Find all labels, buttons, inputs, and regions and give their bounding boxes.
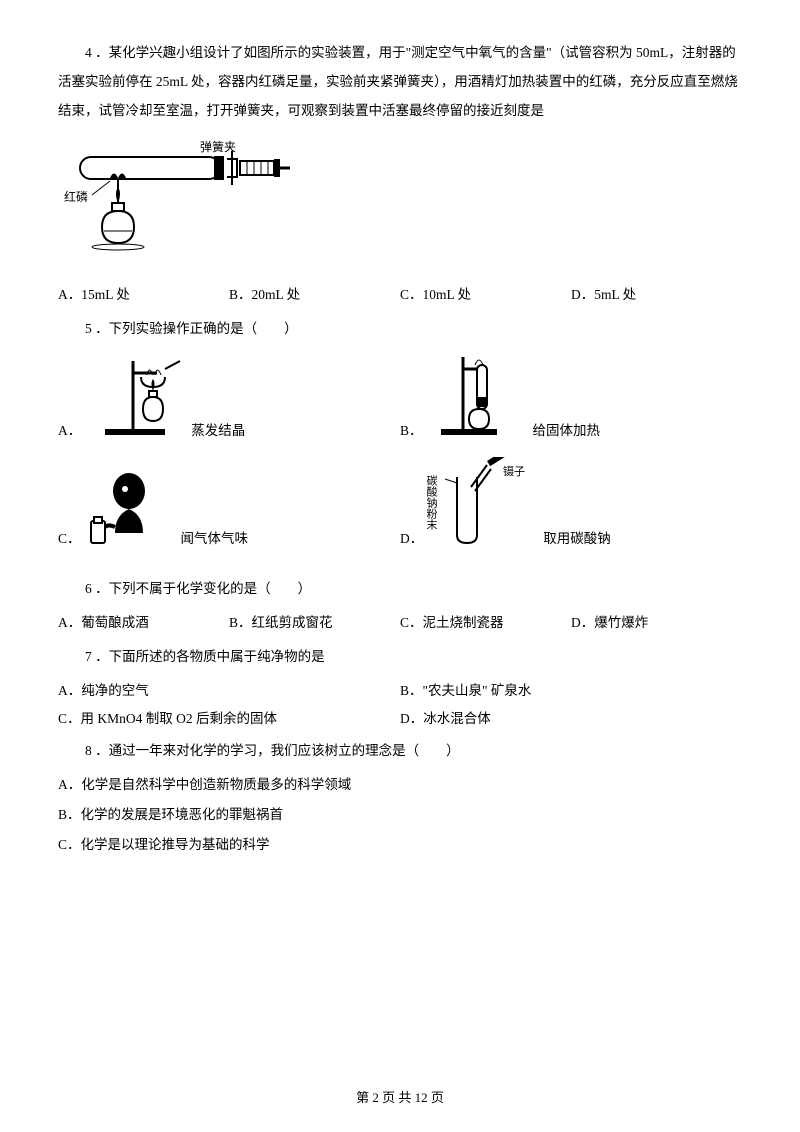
label-spring-clip: 弹簧夹 [200,139,236,154]
q6-options: A．葡萄酿成酒 B．红纸剪成窗花 C．泥土烧制瓷器 D．爆竹爆炸 [58,611,742,631]
q5-opt-a: A． 蒸发结晶 [58,351,400,439]
q5-a-label: 蒸发结晶 [191,419,245,439]
q6-text: 6 ．下列不属于化学变化的是（ ） [58,577,742,597]
q7-opt-c: C．用 KMnO4 制取 O2 后剩余的固体 [58,707,400,727]
svg-text:镊子: 镊子 [503,465,525,478]
q7-opt-a: A．纯净的空气 [58,679,400,699]
q4-opt-b: B．20mL 处 [229,283,400,303]
q5-opt-d: D． 碳酸钠粉末 镊子 取用碳酸钠 [400,457,742,547]
q5-a-letter: A． [58,419,81,439]
q7-text: 7 ．下面所述的各物质中属于纯净物的是 [58,645,742,665]
q5-c-label: 闻气体气味 [181,527,249,547]
q4-options: A．15mL 处 B．20mL 处 C．10mL 处 D．5mL 处 [58,283,742,303]
q8-opt-b: B．化学的发展是环境恶化的罪魁祸首 [58,803,742,823]
q5-c-letter: C． [58,527,81,547]
heat-solid-icon [427,351,527,439]
q8-opt-c: C．化学是以理论推导为基础的科学 [58,833,742,853]
q4-text: 4 ．某化学兴趣小组设计了如图所示的实验装置，用于"测定空气中氧气的含量"（试管… [58,38,742,125]
take-solid-icon: 碳酸钠粉末 镊子 [427,457,537,547]
q7-row2: C．用 KMnO4 制取 O2 后剩余的固体 D．冰水混合体 [58,707,742,727]
q4-opt-a: A．15mL 处 [58,283,229,303]
q6-opt-d: D．爆竹爆炸 [571,611,742,631]
q4-figure: 弹簧夹 红磷 [62,139,742,269]
q5-d-letter: D． [400,527,423,547]
q5-text: 5 ．下列实验操作正确的是（ ） [58,317,742,337]
q8-text: 8 ．通过一年来对化学的学习，我们应该树立的理念是（ ） [58,739,742,759]
q7-opt-d: D．冰水混合体 [400,707,742,727]
q5-opt-b: B． 给固体加热 [400,351,742,439]
q5-options: A． 蒸发结晶 B． 给固体加热 C． [58,351,742,565]
q5-b-label: 给固体加热 [533,419,601,439]
q5-d-label: 取用碳酸钠 [543,527,611,547]
q8-opt-a: A．化学是自然科学中创造新物质最多的科学领域 [58,773,742,793]
q6-opt-a: A．葡萄酿成酒 [58,611,229,631]
q7-row1: A．纯净的空气 B．"农夫山泉" 矿泉水 [58,679,742,699]
evaporation-icon [85,351,185,439]
q5-opt-c: C． 闻气体气味 [58,457,400,547]
q4-opt-d: D．5mL 处 [571,283,742,303]
q6-opt-b: B．红纸剪成窗花 [229,611,400,631]
page-footer: 第 2 页 共 12 页 [0,1087,800,1106]
q7-opt-b: B．"农夫山泉" 矿泉水 [400,679,742,699]
label-phosphorus: 红磷 [64,189,88,204]
q6-opt-c: C．泥土烧制瓷器 [400,611,571,631]
smell-gas-icon [85,467,175,547]
svg-text:碳酸钠粉末: 碳酸钠粉末 [427,474,438,531]
q4-opt-c: C．10mL 处 [400,283,571,303]
q5-b-letter: B． [400,419,423,439]
